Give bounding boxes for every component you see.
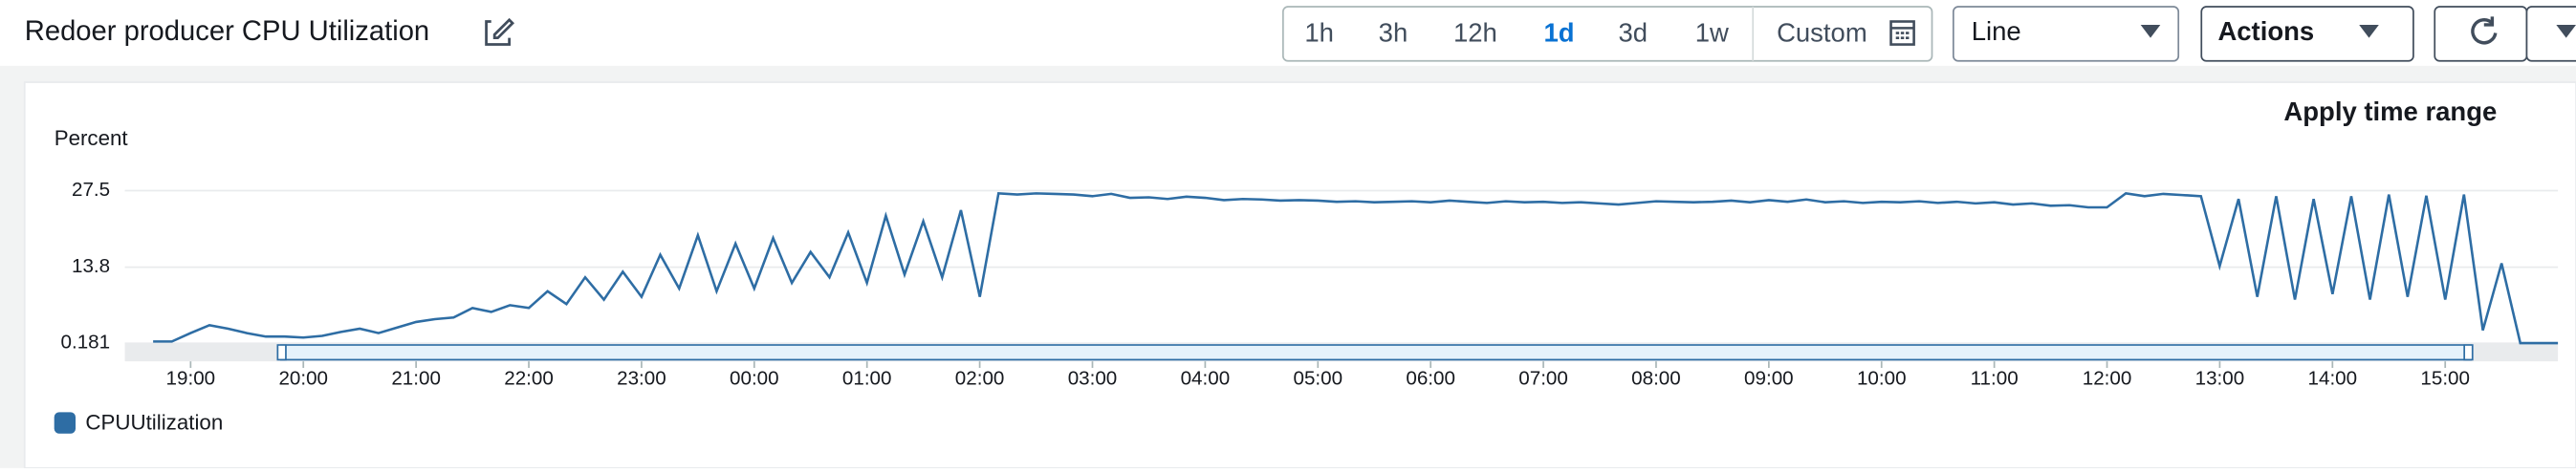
caret — [2140, 24, 2161, 38]
y-axis-label: Percent — [55, 126, 129, 150]
x-tick-label: 00:00 — [730, 367, 779, 389]
x-tick-label: 05:00 — [1293, 367, 1343, 389]
slider-handle[interactable] — [2463, 344, 2474, 361]
range-button[interactable]: Custom — [1777, 18, 1867, 48]
panel — [23, 81, 2576, 469]
widget-title: Redoer producer CPU Utilization — [25, 16, 429, 47]
x-tick-label: 07:00 — [1518, 367, 1568, 389]
x-tick-label: 01:00 — [842, 367, 892, 389]
y-tick-label: 0.181 — [61, 332, 111, 354]
caret — [2359, 24, 2379, 38]
x-tick-label: 20:00 — [278, 367, 328, 389]
legend-swatch — [54, 412, 76, 434]
x-tick-label: 22:00 — [504, 367, 554, 389]
x-tick-label: 14:00 — [2308, 367, 2358, 389]
x-tick-label: 12:00 — [2083, 367, 2132, 389]
range-button[interactable]: 1w — [1695, 18, 1729, 48]
view-select[interactable] — [1952, 6, 2180, 62]
range-button[interactable]: 3h — [1379, 18, 1408, 48]
x-tick-label: 13:00 — [2195, 367, 2245, 389]
edit-icon[interactable] — [485, 17, 514, 46]
x-tick-label: 03:00 — [1068, 367, 1118, 389]
refresh-button[interactable] — [2434, 6, 2528, 62]
range-button[interactable]: 1d — [1543, 18, 1574, 48]
range-button[interactable]: 12h — [1453, 18, 1497, 48]
x-tick-label: 06:00 — [1406, 367, 1455, 389]
range-button[interactable]: 1h — [1304, 18, 1334, 48]
range-group — [1281, 6, 1933, 62]
range-button[interactable]: 3d — [1619, 18, 1648, 48]
x-tick-label: 10:00 — [1857, 367, 1907, 389]
refresh-icon — [2471, 16, 2498, 45]
actions-label: Actions — [2217, 16, 2314, 46]
series-line — [153, 192, 2559, 345]
apply-time-range[interactable]: Apply time range — [2283, 97, 2497, 126]
x-tick-label: 15:00 — [2420, 367, 2470, 389]
actions-button[interactable] — [2200, 6, 2414, 62]
x-tick-label: 04:00 — [1181, 367, 1231, 389]
x-tick-label: 11:00 — [1971, 367, 2019, 389]
legend-label: CPUUtilization — [85, 410, 223, 434]
view-label: Line — [1972, 16, 2021, 46]
x-tick-label: 02:00 — [955, 367, 1005, 389]
slider-selection[interactable] — [279, 344, 2472, 361]
y-tick-label: 13.8 — [72, 255, 110, 277]
calendar-icon — [1889, 20, 1915, 46]
more-button[interactable] — [2525, 6, 2576, 62]
caret — [2556, 24, 2576, 38]
slider-handle[interactable] — [276, 344, 287, 361]
x-tick-label: 08:00 — [1631, 367, 1681, 389]
y-tick-label: 27.5 — [72, 179, 110, 201]
x-tick-label: 09:00 — [1744, 367, 1794, 389]
x-tick-label: 23:00 — [617, 367, 666, 389]
x-tick-label: 21:00 — [391, 367, 441, 389]
x-tick-label: 19:00 — [166, 367, 216, 389]
